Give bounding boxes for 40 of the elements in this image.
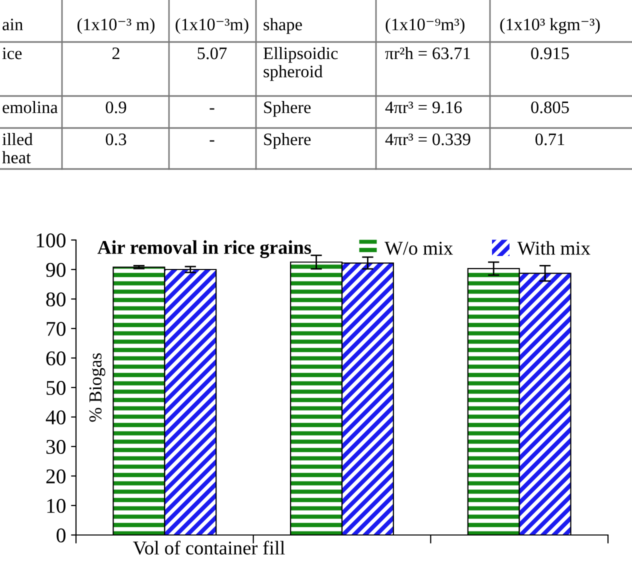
y-tick-label: 10 (47, 498, 66, 513)
text: (1x10⁻³m) (176, 18, 248, 34)
legend-label: With mix (517, 241, 590, 255)
y-tick-label: 100 (36, 233, 66, 248)
text: 4πr³ = 0.339 (385, 134, 470, 146)
text: emolina (2, 101, 58, 114)
text: 0.9 (106, 102, 126, 114)
y-tick-label: 20 (46, 469, 66, 484)
x-axis-title: Vol of container fill (132, 540, 285, 555)
text: illed heat (2, 133, 33, 164)
legend-label: W/o mix (384, 242, 453, 255)
text: πr²h = 63.71 (385, 47, 470, 60)
text: 0.805 (531, 102, 569, 114)
y-tick-label: 80 (46, 292, 66, 306)
y-tick-label: 60 (46, 351, 66, 366)
text: Sphere (264, 101, 311, 117)
text: (1x10⁻⁹m³) (386, 18, 464, 34)
text: 0.3 (106, 134, 126, 146)
text: Ellipsoidic spheroid (264, 47, 338, 81)
y-tick-label: 70 (46, 322, 66, 336)
text: - (210, 140, 214, 142)
text: 2 (112, 48, 120, 60)
text: ain (2, 18, 23, 30)
text: ice (2, 48, 22, 60)
y-tick-label: 50 (46, 380, 66, 395)
chart-title: Air removal in rice grains (97, 240, 312, 258)
y-tick-label: 0 (56, 528, 66, 542)
text: Sphere (264, 133, 311, 149)
y-axis-title: % Biogas (89, 353, 106, 422)
text: - (210, 108, 214, 110)
text: (1x10⁻³ m) (78, 18, 154, 34)
text: 0.915 (531, 48, 569, 60)
text: 5.07 (198, 48, 227, 60)
y-tick-label: 40 (46, 410, 66, 424)
text: (1x10³ kgm⁻³) (500, 18, 600, 34)
y-tick-label: 30 (46, 440, 66, 454)
y-tick-label: 90 (46, 262, 66, 277)
text: 4πr³ = 9.16 (385, 102, 462, 114)
text: shape (264, 18, 302, 34)
text: 0.71 (535, 134, 564, 146)
